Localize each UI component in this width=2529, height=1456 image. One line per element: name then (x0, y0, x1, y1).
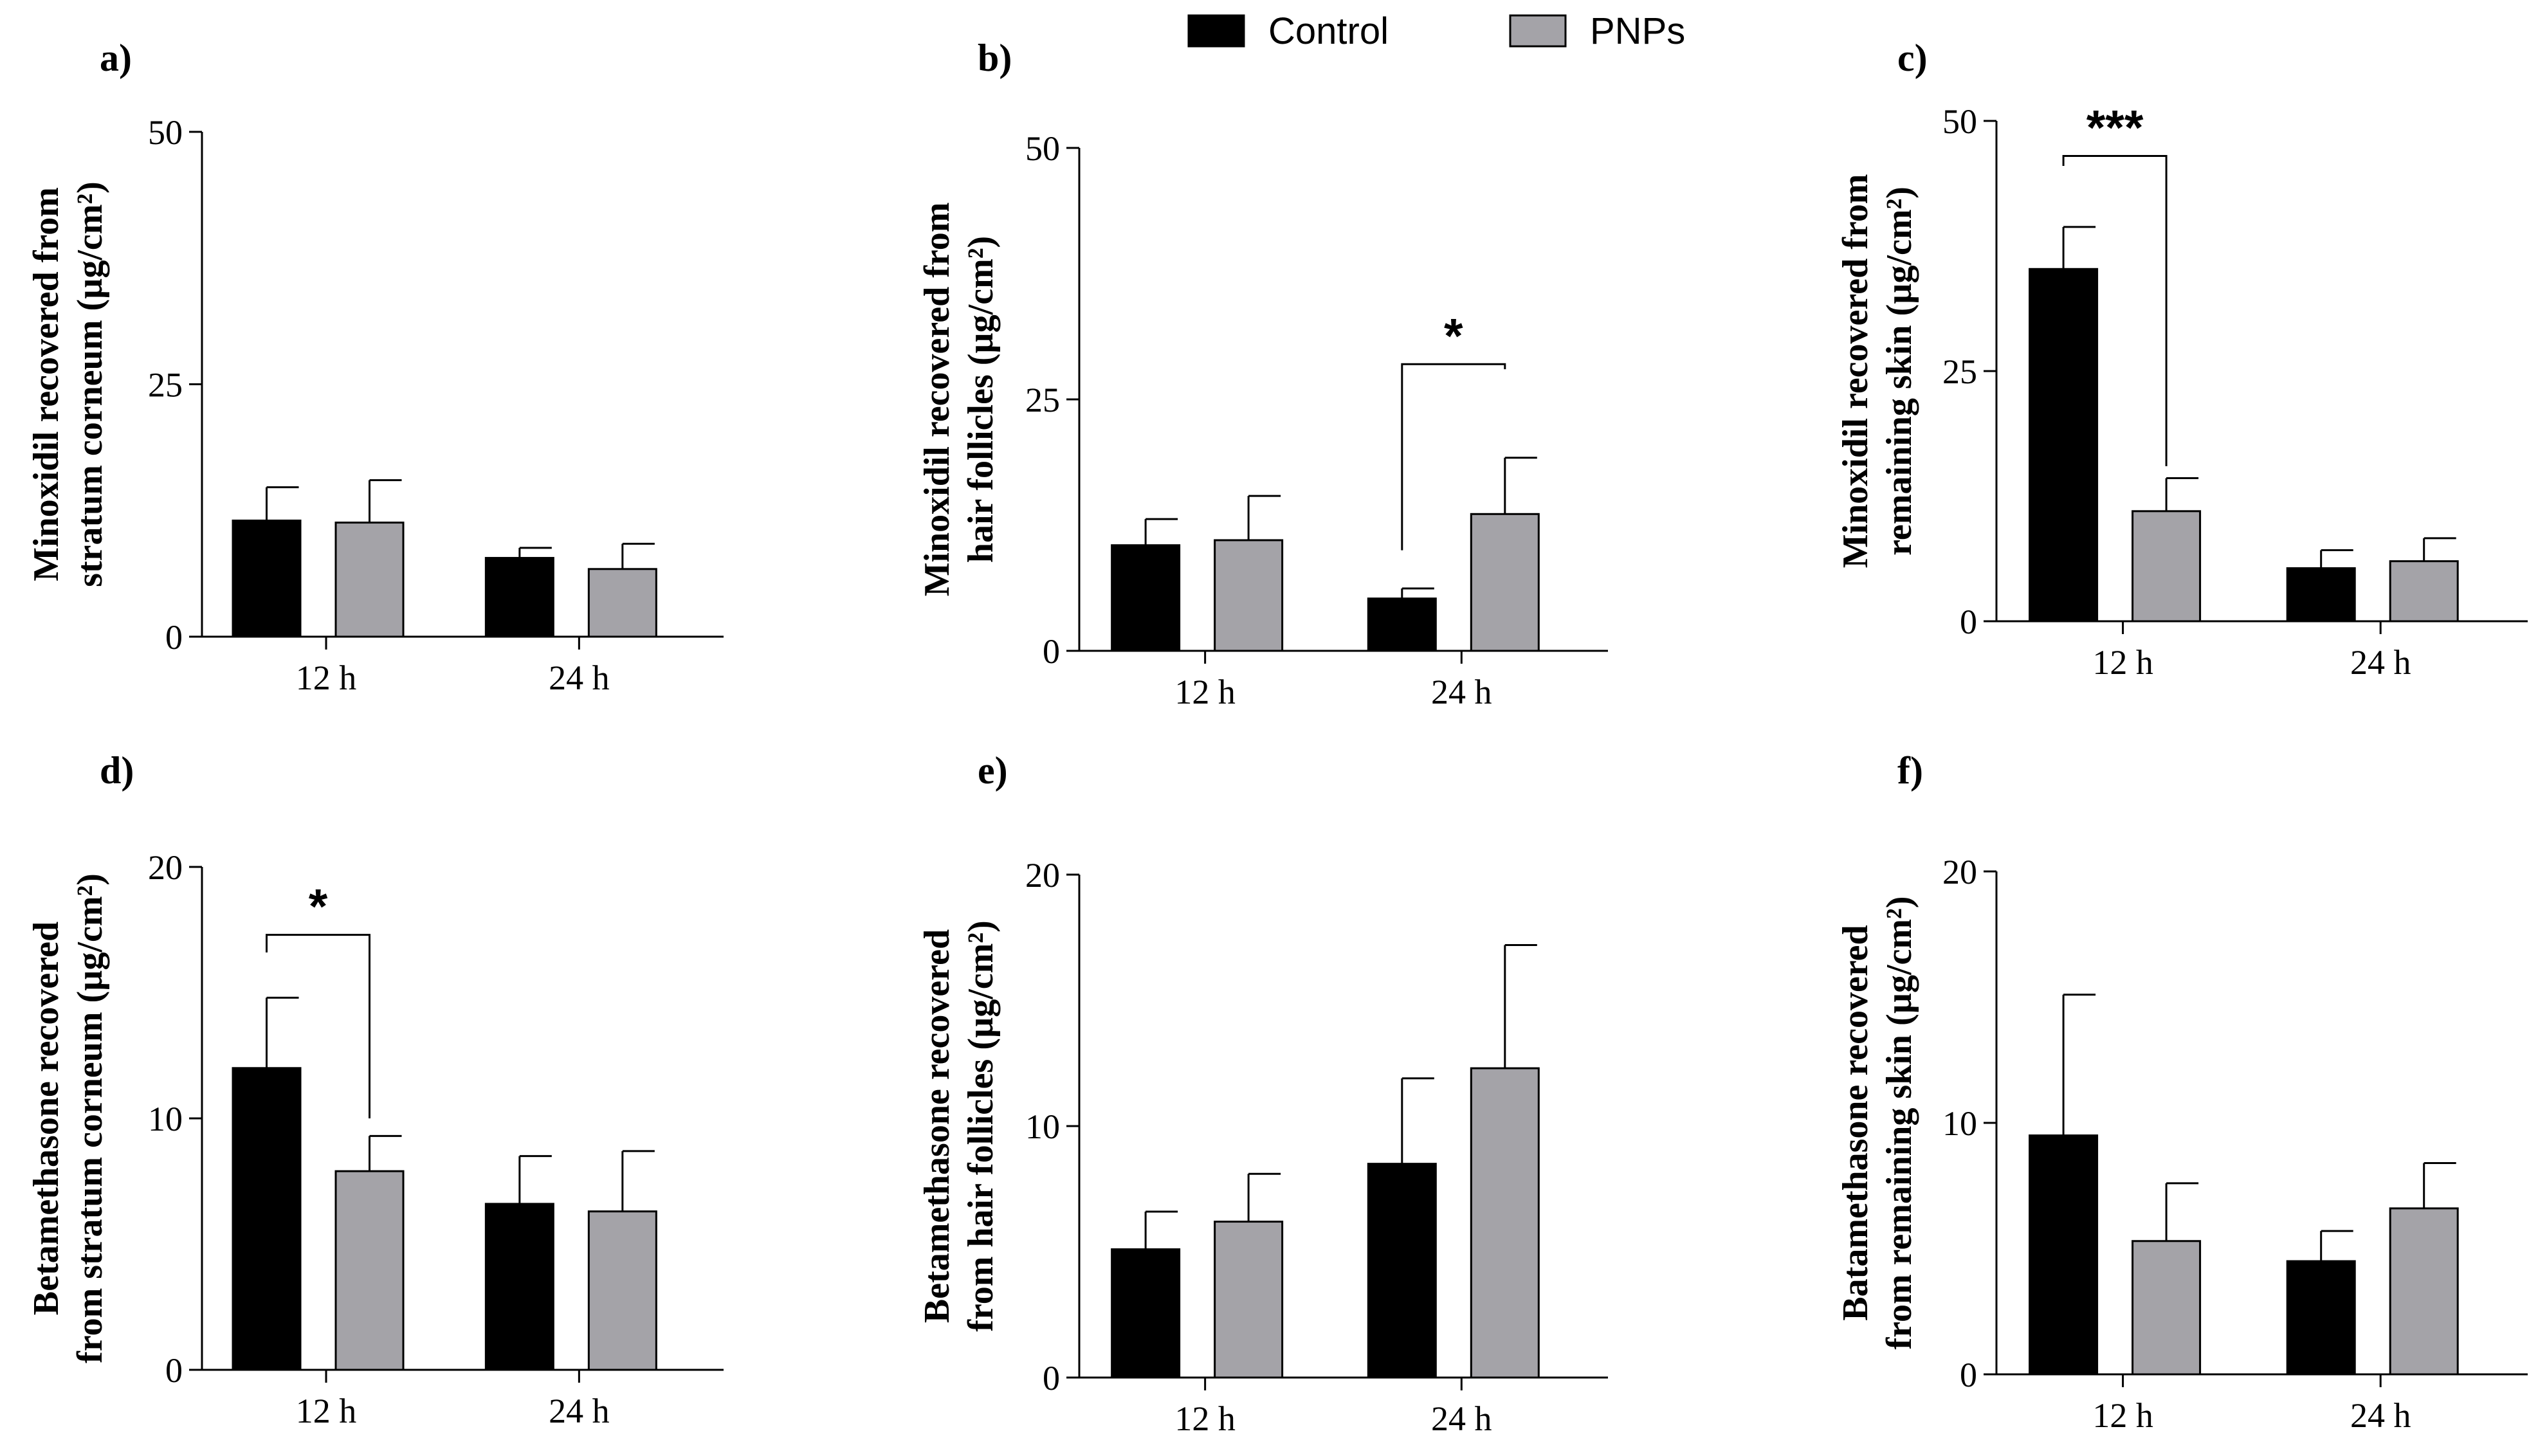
y-axis-label: hair follicles (µg/cm²) (961, 236, 1001, 563)
x-tick-label: 24 h (549, 1392, 610, 1430)
y-axis-label: Batamethasone recovered (1836, 925, 1876, 1320)
y-tick-label: 20 (148, 848, 183, 887)
significance-label: * (309, 880, 328, 934)
x-tick-label: 12 h (2092, 643, 2153, 682)
panel-letter: b) (978, 37, 1012, 79)
x-tick-label: 24 h (549, 659, 610, 697)
y-axis-label: stratum corneum (µg/cm²) (70, 181, 110, 587)
x-tick-label: 12 h (1174, 673, 1236, 711)
bar-pnps (1214, 1221, 1284, 1379)
significance-label: * (1444, 309, 1463, 363)
panel-1: b) Minoxidil recovered from hair follicles… (917, 37, 1608, 711)
bar-control (484, 557, 554, 638)
legend-label-pnps: PNPs (1590, 10, 1685, 52)
panel-letter: d) (100, 749, 134, 792)
bar-control (2029, 268, 2099, 623)
legend-label-control: Control (1268, 10, 1389, 52)
bar-pnps (1470, 1067, 1540, 1379)
y-tick-label: 10 (1942, 1104, 1977, 1143)
significance-bracket (1401, 363, 1506, 551)
bar-control (484, 1203, 554, 1371)
y-tick-label: 0 (1960, 1356, 1977, 1394)
bar-control (2029, 1134, 2099, 1376)
panel-letter: e) (978, 749, 1008, 792)
x-tick-label: 24 h (2350, 643, 2411, 682)
y-tick-label: 25 (148, 366, 183, 405)
significance-bracket (2062, 154, 2168, 466)
bar-pnps (334, 1170, 405, 1371)
bar-control (2286, 1260, 2356, 1376)
bar-pnps (1470, 513, 1540, 652)
y-tick-label: 25 (1025, 381, 1060, 419)
y-axis-label: from remaining skin (µg/cm²) (1879, 896, 1919, 1350)
bar-pnps (2389, 560, 2459, 623)
panel-5: f) Batamethasone recovered from remaining … (1836, 749, 2528, 1435)
bar-control (1367, 597, 1437, 652)
y-tick-label: 50 (1025, 129, 1060, 168)
y-axis-label: Minoxidil recovered from (26, 187, 66, 581)
bar-control (1367, 1163, 1437, 1379)
y-axis-label: Betamethasone recovered (26, 922, 66, 1315)
x-tick-label: 12 h (1174, 1399, 1236, 1438)
legend: Control PNPs (1187, 10, 1685, 52)
y-axis-label: from stratum corneum (µg/cm²) (70, 873, 110, 1363)
legend-swatch-control (1187, 14, 1245, 48)
significance-label: *** (2086, 100, 2144, 155)
y-tick-label: 25 (1942, 352, 1977, 391)
y-axis-label: Minoxidil recovered from (1836, 174, 1876, 569)
bar-control (232, 519, 302, 638)
panel-2: c) Minoxidil recovered from remaining skin… (1836, 37, 2528, 682)
y-axis-label: from hair follicles (µg/cm²) (961, 920, 1001, 1332)
significance-bracket (266, 934, 371, 1118)
panels: a)Minoxidil recovered from stratum corneu… (26, 37, 2528, 1438)
y-tick-label: 0 (165, 618, 183, 657)
y-axis-label: Minoxidil recovered from (917, 203, 957, 597)
bar-pnps (2132, 510, 2202, 623)
bar-pnps (587, 568, 657, 638)
x-tick-label: 24 h (1431, 1399, 1492, 1438)
bar-pnps (2132, 1240, 2202, 1376)
x-tick-label: 12 h (2092, 1396, 2153, 1435)
y-tick-label: 20 (1942, 853, 1977, 891)
bar-control (1111, 1248, 1181, 1379)
x-tick-label: 12 h (296, 1392, 357, 1430)
panel-letter: a) (100, 37, 132, 79)
y-tick-label: 50 (148, 113, 183, 152)
x-tick-label: 12 h (296, 659, 357, 697)
bar-control (232, 1067, 302, 1371)
bar-pnps (1214, 539, 1284, 652)
y-tick-label: 10 (1025, 1107, 1060, 1146)
y-tick-label: 0 (165, 1351, 183, 1390)
panel-4: e) Betamethasone recovered from hair folli… (917, 749, 1608, 1438)
y-tick-label: 20 (1025, 856, 1060, 895)
panel-0: a) Minoxidil recovered from stratum corneu… (26, 37, 724, 697)
y-tick-label: 0 (1043, 632, 1060, 671)
y-tick-label: 0 (1043, 1359, 1060, 1397)
y-tick-label: 0 (1960, 603, 1977, 641)
bar-control (2286, 567, 2356, 623)
bar-pnps (587, 1210, 657, 1371)
y-tick-label: 10 (148, 1100, 183, 1138)
y-axis-label: Betamethasone recovered (917, 929, 957, 1323)
bar-pnps (2389, 1207, 2459, 1376)
y-axis-label: remaining skin (µg/cm²) (1879, 187, 1919, 556)
x-tick-label: 24 h (2350, 1396, 2411, 1435)
x-tick-label: 24 h (1431, 673, 1492, 711)
bar-control (1111, 544, 1181, 652)
panel-3: d) Betamethasone recovered from stratum co… (26, 749, 724, 1430)
panel-letter: f) (1897, 749, 1923, 792)
bar-pnps (334, 522, 405, 638)
legend-swatch-pnps (1509, 14, 1567, 48)
panel-letter: c) (1897, 37, 1928, 79)
y-tick-label: 50 (1942, 102, 1977, 141)
